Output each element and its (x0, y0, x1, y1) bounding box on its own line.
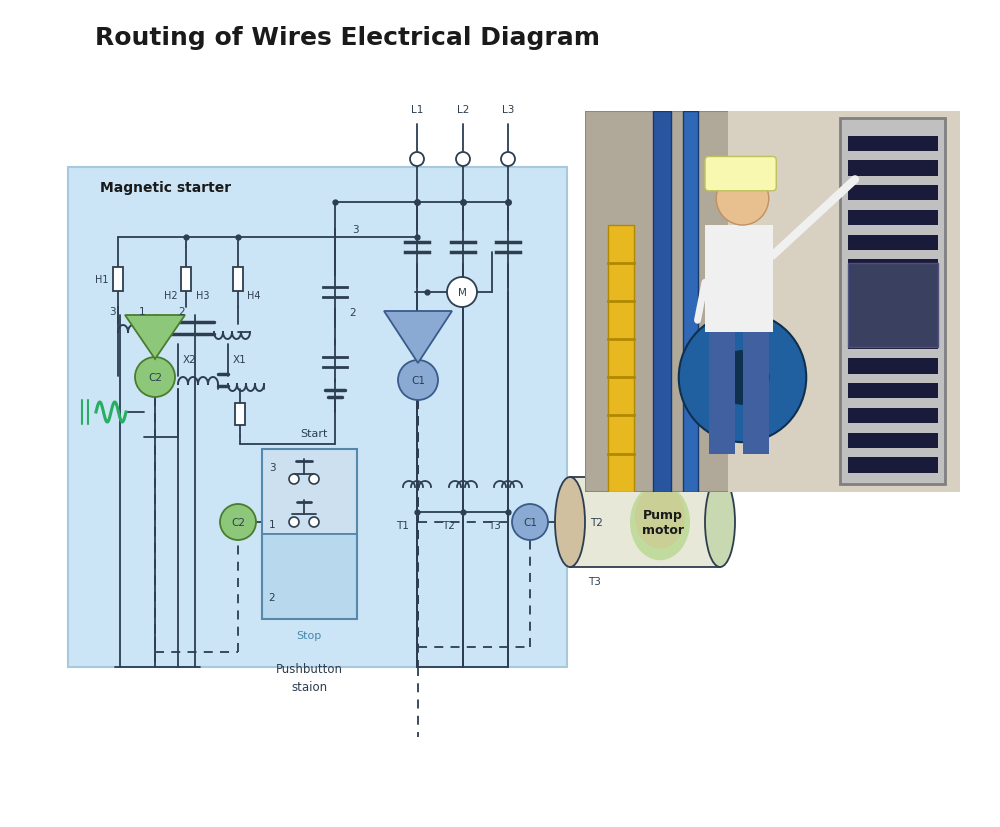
Text: 3: 3 (109, 307, 115, 317)
Circle shape (289, 518, 299, 528)
Text: X2: X2 (183, 355, 197, 365)
Text: staion: staion (291, 681, 327, 694)
Bar (233, 268, 243, 292)
Circle shape (220, 504, 256, 540)
Bar (181, 268, 191, 292)
Bar (848, 458, 938, 473)
Circle shape (716, 351, 769, 404)
Bar (262, 534, 357, 619)
Bar (848, 260, 938, 275)
Text: Pump
motor: Pump motor (642, 509, 684, 537)
Bar (68, 168, 567, 667)
Bar (848, 264, 938, 347)
Circle shape (398, 361, 438, 400)
Text: H4: H4 (247, 290, 261, 301)
Bar (848, 161, 938, 176)
Text: T2: T2 (590, 518, 603, 528)
Bar (848, 186, 938, 201)
Text: Start: Start (300, 428, 328, 438)
Text: C2: C2 (231, 518, 245, 528)
Polygon shape (384, 312, 452, 364)
Bar (705, 226, 772, 332)
Polygon shape (125, 316, 185, 360)
Text: H1: H1 (95, 275, 109, 284)
Circle shape (512, 504, 548, 540)
Bar (848, 334, 938, 349)
Bar (848, 236, 938, 251)
Text: Magnetic starter: Magnetic starter (100, 181, 231, 195)
Text: H2: H2 (164, 290, 178, 301)
Ellipse shape (630, 484, 690, 561)
Ellipse shape (635, 486, 685, 549)
Bar (682, 112, 698, 492)
Circle shape (456, 153, 470, 167)
Text: L3: L3 (502, 105, 514, 115)
Circle shape (135, 357, 175, 398)
Ellipse shape (555, 477, 585, 567)
Text: L1: L1 (411, 105, 423, 115)
Text: H3: H3 (196, 290, 210, 301)
Text: 3: 3 (269, 462, 275, 472)
Text: Routing of Wires Electrical Diagram: Routing of Wires Electrical Diagram (95, 26, 600, 50)
Bar (570, 477, 720, 567)
Text: T1: T1 (397, 520, 409, 530)
Circle shape (447, 278, 477, 308)
Text: 2: 2 (269, 592, 275, 602)
Bar (848, 433, 938, 448)
Ellipse shape (705, 477, 735, 567)
Circle shape (309, 475, 319, 485)
Text: T3: T3 (488, 520, 500, 530)
Circle shape (716, 173, 769, 226)
FancyBboxPatch shape (705, 157, 776, 192)
Text: X1: X1 (233, 355, 247, 365)
Bar (848, 309, 938, 325)
Text: T3: T3 (589, 576, 601, 586)
Text: C1: C1 (523, 518, 537, 528)
Bar (848, 284, 938, 300)
Bar (608, 226, 634, 492)
Text: 3: 3 (352, 225, 358, 235)
Text: 1: 1 (269, 519, 275, 529)
Text: 1: 1 (139, 307, 145, 317)
Bar (840, 119, 945, 485)
Bar (709, 332, 735, 454)
Bar (235, 404, 245, 425)
Circle shape (501, 153, 515, 167)
Circle shape (679, 313, 806, 442)
Bar (848, 359, 938, 374)
Bar (848, 409, 938, 423)
Text: Stop: Stop (296, 630, 322, 640)
Bar (113, 268, 123, 292)
Text: L2: L2 (457, 105, 469, 115)
Bar (742, 332, 769, 454)
Text: 2: 2 (350, 308, 356, 318)
Bar (848, 384, 938, 399)
Circle shape (309, 518, 319, 528)
Text: M: M (458, 288, 466, 298)
Bar (848, 136, 938, 151)
Text: T2: T2 (443, 520, 455, 530)
Text: 2: 2 (179, 307, 185, 317)
Circle shape (289, 475, 299, 485)
Bar (848, 211, 938, 226)
Bar (262, 449, 357, 534)
Text: T1: T1 (589, 458, 601, 468)
Text: Pushbutton: Pushbutton (276, 662, 342, 676)
Text: C1: C1 (411, 375, 425, 385)
Bar (652, 112, 671, 492)
Text: C2: C2 (148, 372, 162, 383)
Bar (262, 449, 357, 619)
Bar (728, 112, 960, 492)
Circle shape (410, 153, 424, 167)
